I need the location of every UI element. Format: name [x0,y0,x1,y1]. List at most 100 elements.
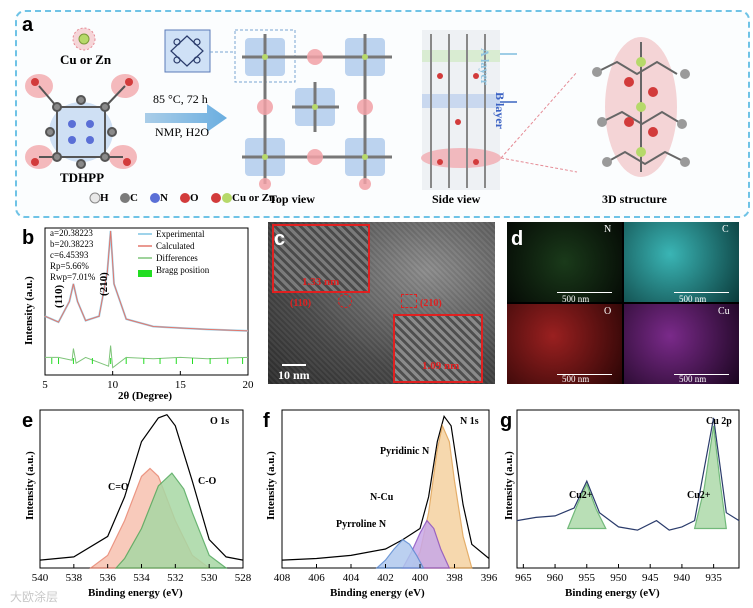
legend-experimental: Experimental [156,229,205,239]
xps-o1s-peak-co-double: C=O [108,482,129,493]
b-layer-label: B layer [493,92,507,129]
xps-e-tick-label-530: 530 [201,572,218,584]
xps-g-tick-label-945: 945 [642,572,659,584]
xps-cu2p-xlabel: Binding energy (eV) [565,587,660,599]
xps-n1s-ylabel: Intensity (a.u.) [265,451,277,520]
xps-e-tick-label-528: 528 [235,572,252,584]
xrd-series-tick-label-10: 10 [107,379,119,391]
bragg-legend-swatch [138,270,152,277]
peak-110-label: (110) [53,284,65,308]
xps-g-series-raw [516,417,740,531]
condition-solvent: NMP, H2O [155,125,210,139]
lattice-a: a=20.38223 [50,228,93,238]
xps-f-tick-label-396: 396 [481,572,498,584]
metal-label: Cu or Zn [60,52,112,67]
xps-e-tick-label-536: 536 [99,572,116,584]
legend-o: O [190,192,199,204]
tem-hkl-110: (110) [290,298,312,309]
xrd-series-tick-label-15: 15 [175,379,187,391]
side-view-label: Side view [432,192,481,206]
tem-box-210 [401,294,417,308]
xps-f-series-raw [281,414,490,561]
xrd-series-series-differences [45,345,249,369]
eds-maps [507,222,739,384]
xps-n1s-xlabel: Binding energy (eV) [330,587,425,599]
top-view-label: Top view [269,192,315,206]
xrd-series-tick-label-20: 20 [243,379,255,391]
legend-metal: Cu or Zn [232,192,276,204]
eds-map-c [624,222,739,302]
tdhpp-label: TDHPP [60,170,105,185]
eds-label-o: O [604,306,612,317]
xrd-ylabel: Intensity (a.u.) [23,276,35,345]
top-view-lattice [234,29,392,190]
xps-g-tick-label-935: 935 [705,572,722,584]
tem-circle-110 [338,294,352,308]
structure-3d-model [592,37,690,177]
panel-e-letter: e [22,410,34,432]
peak-210-label: (210) [98,272,110,296]
xrd-chart: 5 10 15 20 [42,227,255,391]
eds-scale-cu: 500 nm [679,374,707,384]
xrd-series-tick-label-5: 5 [42,379,48,391]
eds-map-o [507,304,622,384]
xps-e-tick-label-534: 534 [133,572,150,584]
panel-g-letter: g [500,410,513,432]
xps-g-tick-label-965: 965 [515,572,532,584]
xps-f-tick-label-402: 402 [377,572,394,584]
tem-d1: 1.33 nm [302,276,340,288]
tem-hkl-210: (210) [420,298,442,309]
eds-scale-o: 500 nm [562,374,590,384]
xps-o1s-xlabel: Binding energy (eV) [88,587,183,599]
legend-n: N [160,192,168,204]
xps-e-tick-label-540: 540 [32,572,49,584]
panel-a-scheme [25,27,690,204]
condition-temp: 85 °C, 72 h [153,92,208,106]
xps-e-tick-label-538: 538 [66,572,83,584]
xps-o1s-title: O 1s [210,416,230,427]
xps-e-series-raw [39,413,244,561]
xps-g-tick-label-955: 955 [579,572,596,584]
xps-o1s-peak-co-single: C-O [198,476,217,487]
xps-n1s-peak-ncu: N-Cu [370,492,394,503]
xrd-xlabel: 2θ (Degree) [118,390,173,402]
legend-differences: Differences [156,253,198,263]
panel-d-letter: d [511,228,524,250]
watermark: 大欧涂层 [10,590,59,604]
xps-f-tick-label-406: 406 [308,572,325,584]
xps-g-tick-label-940: 940 [674,572,691,584]
xps-n1s-peak-pyrroline: Pyrroline N [336,519,387,530]
tem-scale-bar [282,364,306,366]
rwp-value: Rwp=7.01% [50,272,96,282]
lattice-c: c=6.45393 [50,250,89,260]
structure-3d-label: 3D structure [602,192,667,206]
xps-e-tick-label-532: 532 [167,572,184,584]
xrd-series-series-calculated [44,230,249,332]
xps-g-series-cu2-2p3-2 [693,425,727,530]
xps-f-tick-label-408: 408 [274,572,291,584]
eds-scale-n: 500 nm [562,294,590,304]
legend-calculated: Calculated [156,241,195,251]
a-layer-label: A layer [478,48,492,85]
lattice-b: b=20.38223 [50,239,94,249]
legend-c: C [130,192,138,204]
xps-f-tick-label-404: 404 [343,572,360,584]
panel-c-letter: c [274,228,286,250]
atom-legend-balls [89,192,232,204]
xps-cu2p-peak1: Cu2+ [569,490,593,501]
eds-map-cu [624,304,739,384]
tdhpp-molecule [25,74,139,169]
eds-map-n [507,222,622,302]
tem-image [268,222,495,384]
xps-f-series-pyrroline-n [375,538,425,569]
panel-a-letter: a [22,14,34,36]
xps-cu2p-ylabel: Intensity (a.u.) [503,451,515,520]
xps-charts: 540 538 536 534 532 530 528 408 406 404 402 400 398… [32,409,740,584]
xps-g-tick-label-950: 950 [610,572,627,584]
xps-e-series-c-o [114,472,228,569]
eds-scale-c: 500 nm [679,294,707,304]
xps-f-tick-label-398: 398 [446,572,463,584]
side-view-stack [421,30,578,190]
tem-d2: 1.09 nm [422,360,460,372]
panel-b-letter: b [22,227,35,249]
